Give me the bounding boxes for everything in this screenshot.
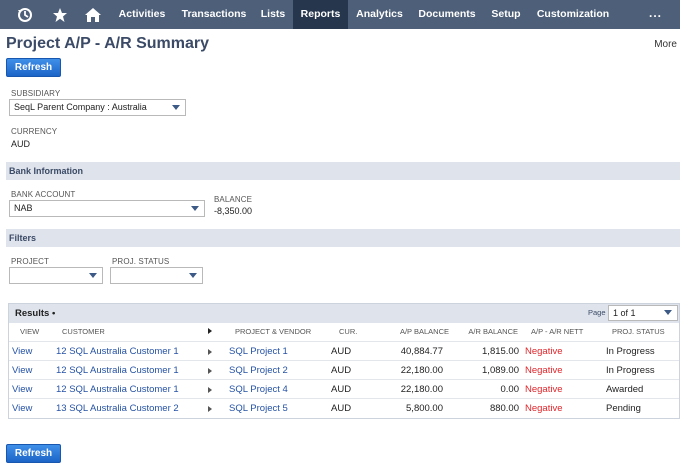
project-link[interactable]: SQL Project 4 (229, 384, 288, 395)
project-filter-label: PROJECT (11, 257, 50, 266)
table-row: View 12 SQL Australia Customer 1 SQL Pro… (9, 360, 679, 379)
nav-documents[interactable]: Documents (418, 8, 476, 20)
ap-balance-cell: 22,180.00 (400, 365, 443, 376)
customer-link[interactable]: 12 SQL Australia Customer 1 (56, 365, 179, 376)
project-link[interactable]: SQL Project 5 (229, 403, 288, 414)
chevron-down-icon (189, 273, 197, 278)
column-header-nett[interactable]: A/P - A/R NETT (531, 327, 584, 336)
nett-cell: Negative (525, 403, 563, 414)
customer-link[interactable]: 12 SQL Australia Customer 1 (56, 384, 179, 395)
nav-lists[interactable]: Lists (260, 8, 286, 20)
currency-cell: AUD (331, 346, 352, 357)
currency-value: AUD (11, 139, 31, 149)
view-link[interactable]: View (12, 365, 33, 376)
nett-cell: Negative (525, 346, 563, 357)
bank-information-section[interactable]: Bank Information (6, 162, 680, 180)
chevron-down-icon (89, 273, 97, 278)
currency-cell: AUD (331, 365, 352, 376)
column-header-ar-balance[interactable]: A/R BALANCE (468, 327, 518, 336)
nav-activities[interactable]: Activities (118, 8, 166, 20)
ar-balance-cell: 1,089.00 (482, 365, 519, 376)
star-icon[interactable] (49, 0, 71, 29)
nav-setup[interactable]: Setup (491, 8, 521, 20)
ar-balance-cell: 0.00 (500, 384, 520, 395)
chevron-down-icon (191, 206, 199, 211)
view-link[interactable]: View (12, 403, 33, 414)
currency-label: CURRENCY (11, 127, 58, 136)
status-cell: In Progress (606, 346, 655, 357)
currency-cell: AUD (331, 403, 352, 414)
nett-cell: Negative (525, 365, 563, 376)
subsidiary-value: SeqL Parent Company : Australia (14, 102, 147, 112)
customer-link[interactable]: 12 SQL Australia Customer 1 (56, 346, 179, 357)
status-filter-select[interactable] (110, 267, 203, 284)
bank-account-select[interactable]: NAB (9, 200, 205, 217)
column-header-ap-balance[interactable]: A/P BALANCE (399, 327, 449, 336)
page-label: Page (588, 308, 606, 317)
expand-row-icon[interactable] (208, 406, 212, 412)
more-link[interactable]: More (654, 39, 677, 50)
filters-section[interactable]: Filters (6, 229, 680, 247)
nav-analytics[interactable]: Analytics (356, 8, 403, 20)
ap-balance-cell: 22,180.00 (400, 384, 443, 395)
column-header-view[interactable]: VIEW (20, 327, 40, 336)
table-row: View 13 SQL Australia Customer 2 SQL Pro… (9, 398, 679, 417)
bank-account-value: NAB (14, 203, 33, 213)
nav-transactions[interactable]: Transactions (181, 8, 247, 20)
nett-cell: Negative (525, 384, 563, 395)
ar-balance-cell: 1,815.00 (482, 346, 519, 357)
nav-reports[interactable]: Reports (293, 0, 348, 29)
expand-row-icon[interactable] (208, 368, 212, 374)
column-header-status[interactable]: PROJ. STATUS (612, 327, 665, 336)
ap-balance-cell: 5,800.00 (406, 403, 443, 414)
top-navigation: Activities Transactions Lists Reports An… (0, 0, 680, 29)
refresh-button-top[interactable]: Refresh (6, 58, 61, 77)
customer-link[interactable]: 13 SQL Australia Customer 2 (56, 403, 179, 414)
currency-cell: AUD (331, 384, 352, 395)
results-panel: Results • Page 1 of 1 VIEW CUSTOMER PROJ… (8, 303, 680, 419)
ar-balance-cell: 880.00 (489, 403, 519, 414)
expand-row-icon[interactable] (208, 349, 212, 355)
status-filter-label: PROJ. STATUS (112, 257, 170, 266)
chevron-down-icon (172, 105, 180, 110)
status-cell: Awarded (606, 384, 644, 395)
expand-icon[interactable] (208, 328, 212, 334)
chevron-down-icon (664, 310, 672, 315)
balance-value: -8,350.00 (214, 206, 253, 216)
ap-balance-cell: 40,884.77 (400, 346, 443, 357)
refresh-button-bottom[interactable]: Refresh (6, 444, 61, 463)
page-select[interactable]: 1 of 1 (608, 305, 678, 321)
results-title: Results • (15, 308, 56, 319)
results-header: Results • Page 1 of 1 (9, 304, 679, 323)
view-link[interactable]: View (12, 346, 33, 357)
balance-label: BALANCE (214, 195, 253, 204)
bank-account-label: BANK ACCOUNT (11, 190, 76, 199)
nav-customization[interactable]: Customization (536, 8, 610, 20)
page-value: 1 of 1 (613, 308, 636, 318)
project-link[interactable]: SQL Project 1 (229, 346, 288, 357)
page-title: Project A/P - A/R Summary (6, 35, 210, 52)
status-cell: Pending (606, 403, 641, 414)
column-header-project-vendor[interactable]: PROJECT & VENDOR (235, 327, 312, 336)
column-header-currency[interactable]: CUR. (339, 327, 358, 336)
recent-icon[interactable] (14, 0, 36, 29)
table-row: View 12 SQL Australia Customer 1 SQL Pro… (9, 379, 679, 398)
nav-more-menu[interactable]: ... (648, 6, 662, 20)
status-cell: In Progress (606, 365, 655, 376)
subsidiary-label: SUBSIDIARY (11, 89, 61, 98)
home-icon[interactable] (82, 0, 104, 29)
table-row: View 12 SQL Australia Customer 1 SQL Pro… (9, 341, 679, 360)
column-header-customer[interactable]: CUSTOMER (62, 327, 105, 336)
expand-row-icon[interactable] (208, 387, 212, 393)
project-link[interactable]: SQL Project 2 (229, 365, 288, 376)
subsidiary-select[interactable]: SeqL Parent Company : Australia (9, 99, 186, 116)
project-filter-select[interactable] (9, 267, 103, 284)
view-link[interactable]: View (12, 384, 33, 395)
